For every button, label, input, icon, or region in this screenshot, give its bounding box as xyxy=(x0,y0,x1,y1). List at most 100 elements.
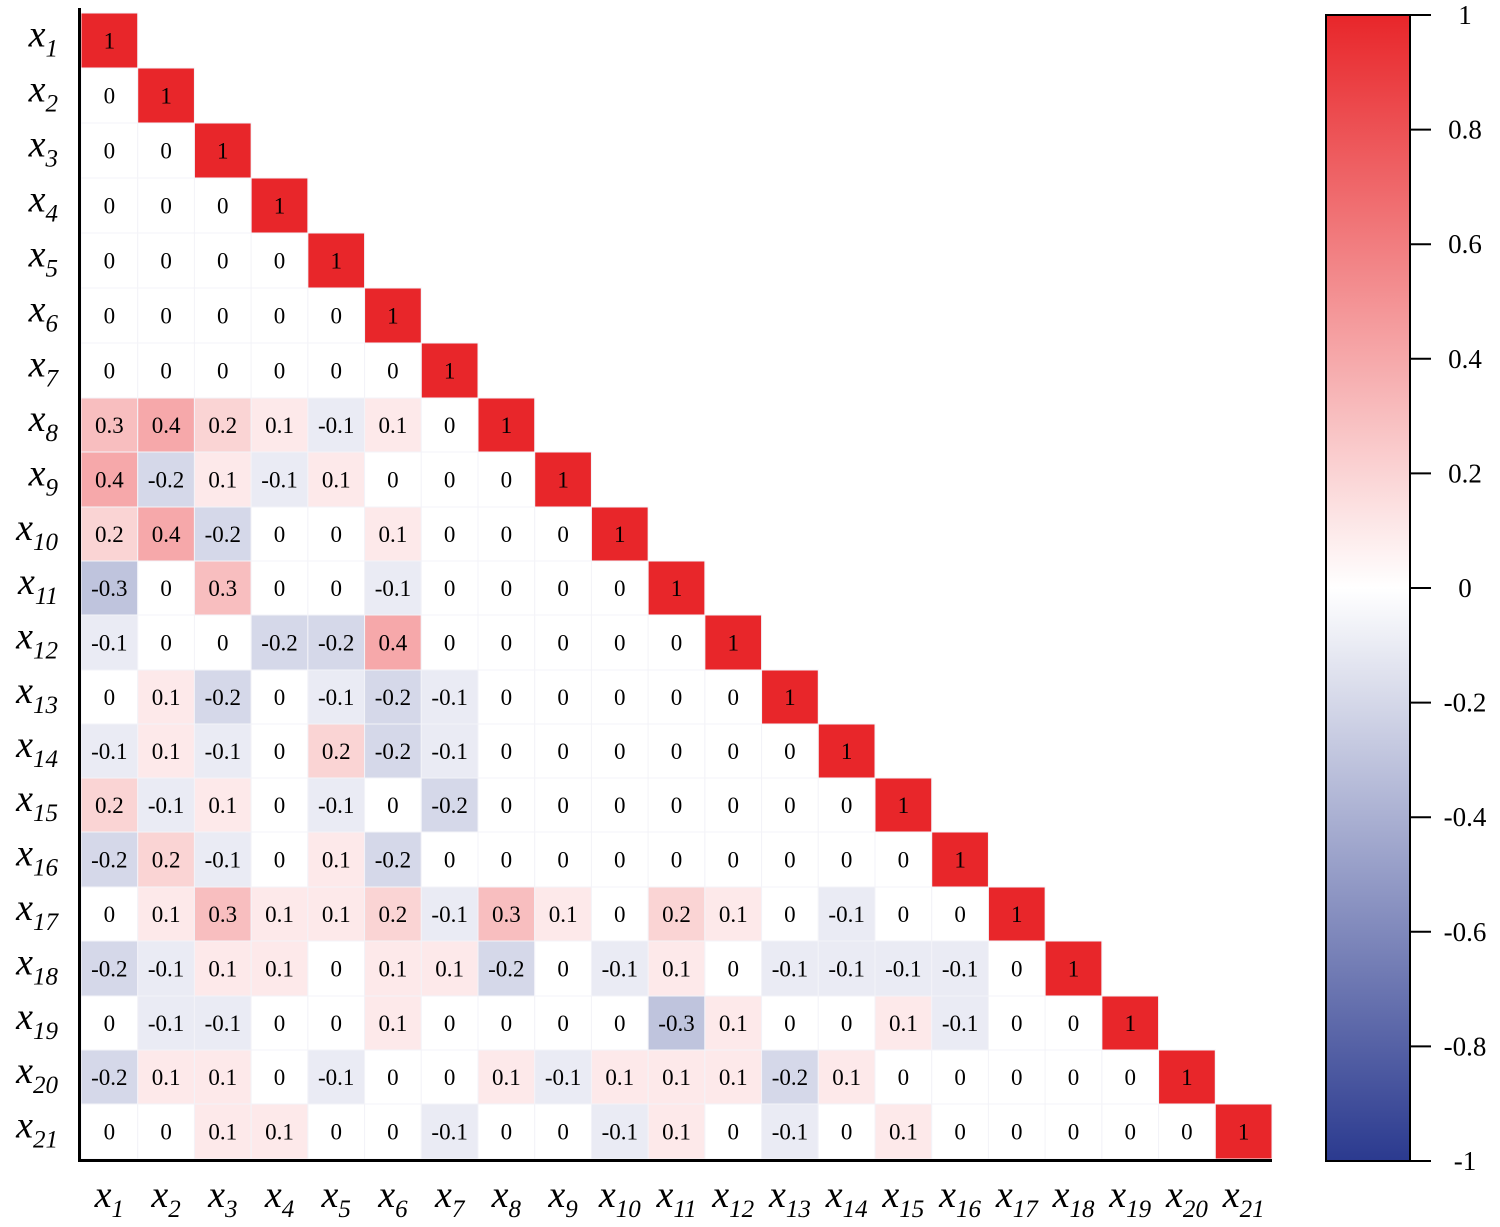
cell-value-label-r19-c4: 0 xyxy=(274,1011,286,1036)
x-tick-label-5-base: x xyxy=(321,1174,339,1216)
heatmap-cell-r16-c12 xyxy=(704,831,763,888)
y-tick-label-11: x11 xyxy=(17,561,58,610)
x-tick-label-13: x13 xyxy=(768,1174,811,1223)
heatmap-cell-r18-c4 xyxy=(250,940,309,997)
heatmap-cell-r10-c2 xyxy=(137,506,195,562)
cell-value-label-r19-c1: 0 xyxy=(104,1011,116,1036)
cell-value-label-r11-c9: 0 xyxy=(557,576,569,601)
y-tick-label-3-subscript: 3 xyxy=(45,146,59,173)
heatmap-cell-r6-c6 xyxy=(364,287,422,344)
heatmap-cell-r21-c13 xyxy=(761,1103,819,1160)
cell-value-label-r14-c10: 0 xyxy=(614,739,626,764)
cell-value-label-r9-c3: 0.1 xyxy=(208,468,237,493)
y-tick-label-11-base: x xyxy=(17,561,35,603)
heatmap-cell-r7-c2 xyxy=(137,342,195,399)
cell-value-label-r16-c8: 0 xyxy=(501,848,513,873)
x-tick-label-6: x6 xyxy=(377,1174,408,1223)
cell-value-label-r7-c4: 0 xyxy=(274,359,286,384)
heatmap-cell-r20-c9 xyxy=(534,1049,592,1105)
cell-value-label-r21-c3: 0.1 xyxy=(208,1120,237,1145)
cell-value-label-r21-c21: 1 xyxy=(1238,1120,1250,1145)
heatmap-cell-r14-c12 xyxy=(704,723,763,779)
cell-value-label-r15-c13: 0 xyxy=(784,793,796,818)
heatmap-cell-r16-c9 xyxy=(534,831,592,888)
x-tick-label-10: x10 xyxy=(598,1174,641,1223)
heatmap-cell-r19-c11 xyxy=(647,995,706,1051)
x-tick-label-10-base: x xyxy=(598,1174,616,1216)
cell-value-label-r12-c11: 0 xyxy=(671,631,683,656)
cell-value-label-r15-c4: 0 xyxy=(274,793,286,818)
heatmap-cell-r15-c2 xyxy=(137,777,195,833)
x-tick-label-14: x14 xyxy=(825,1174,868,1223)
x-tick-label-2-base: x xyxy=(150,1174,168,1216)
y-tick-label-12-base: x xyxy=(15,616,33,658)
x-tick-label-18-base: x xyxy=(1052,1174,1070,1216)
cell-value-label-r12-c4: -0.2 xyxy=(261,631,297,656)
cell-value-label-r11-c10: 0 xyxy=(614,576,626,601)
heatmap-cell-r5-c2 xyxy=(137,232,195,289)
cell-value-label-r10-c3: -0.2 xyxy=(205,522,241,547)
cell-value-label-r6-c3: 0 xyxy=(217,304,229,329)
y-tick-label-1: x1 xyxy=(28,14,58,63)
cell-value-label-r8-c8: 1 xyxy=(501,413,513,438)
heatmap-cell-r4-c4 xyxy=(250,177,309,234)
x-tick-label-8-subscript: 8 xyxy=(509,1196,522,1223)
y-tick-label-20: x20 xyxy=(15,1050,58,1099)
cell-value-label-r8-c4: 0.1 xyxy=(265,413,294,438)
x-tick-label-7: x7 xyxy=(434,1174,466,1223)
heatmap-cell-r16-c7 xyxy=(420,831,479,888)
y-tick-label-10-subscript: 10 xyxy=(33,529,59,556)
colorbar-tick-label-9: -0.6 xyxy=(1444,917,1487,947)
cell-value-label-r13-c4: 0 xyxy=(274,685,286,710)
heatmap-cell-r20-c18 xyxy=(1044,1049,1103,1105)
cell-value-label-r21-c15: 0.1 xyxy=(889,1120,918,1145)
y-tick-label-5: x5 xyxy=(28,234,58,283)
cell-value-label-r9-c2: -0.2 xyxy=(148,468,184,493)
colorbar-tick-label-11: -1 xyxy=(1454,1146,1477,1176)
cell-value-label-r15-c14: 0 xyxy=(841,793,853,818)
cell-value-label-r14-c3: -0.1 xyxy=(205,739,241,764)
heatmap-cell-r19-c8 xyxy=(477,995,536,1051)
heatmap-cell-r13-c10 xyxy=(590,669,649,725)
cell-value-label-r19-c14: 0 xyxy=(841,1011,853,1036)
y-tick-label-7-base: x xyxy=(28,344,46,386)
cell-value-label-r15-c11: 0 xyxy=(671,793,683,818)
cell-value-label-r16-c11: 0 xyxy=(671,848,683,873)
cell-value-label-r18-c2: -0.1 xyxy=(148,957,184,982)
heatmap-cell-r15-c13 xyxy=(761,777,819,833)
x-tick-label-3-base: x xyxy=(207,1174,225,1216)
x-tick-label-1-base: x xyxy=(94,1174,112,1216)
cell-value-label-r21-c4: 0.1 xyxy=(265,1120,294,1145)
cell-value-label-r19-c12: 0.1 xyxy=(719,1011,748,1036)
cell-value-label-r6-c1: 0 xyxy=(104,304,116,329)
heatmap-cell-r9-c9 xyxy=(534,451,592,508)
cell-value-label-r6-c6: 1 xyxy=(387,304,399,329)
cell-value-label-r16-c1: -0.2 xyxy=(91,848,127,873)
y-tick-label-6-subscript: 6 xyxy=(46,311,59,338)
cell-value-label-r18-c13: -0.1 xyxy=(772,957,808,982)
heatmap-cell-r10-c6 xyxy=(364,506,422,562)
heatmap-cell-r19-c7 xyxy=(420,995,479,1051)
heatmap-cell-r15-c11 xyxy=(647,777,706,833)
y-tick-label-9: x9 xyxy=(28,453,59,502)
x-tick-label-13-base: x xyxy=(768,1174,786,1216)
cell-value-label-r19-c6: 0.1 xyxy=(379,1011,408,1036)
cell-value-label-r11-c3: 0.3 xyxy=(208,576,237,601)
cell-value-label-r12-c7: 0 xyxy=(444,631,456,656)
cell-value-label-r12-c1: -0.1 xyxy=(91,631,127,656)
cell-value-label-r20-c4: 0 xyxy=(274,1065,286,1090)
cell-value-label-r11-c4: 0 xyxy=(274,576,286,601)
heatmap-cell-r19-c17 xyxy=(987,995,1046,1051)
cell-value-label-r10-c9: 0 xyxy=(557,522,569,547)
heatmap-cell-r21-c20 xyxy=(1158,1103,1216,1160)
heatmap-cell-r16-c3 xyxy=(193,831,252,888)
heatmap-cell-r17-c12 xyxy=(704,886,763,942)
cell-value-label-r8-c7: 0 xyxy=(444,413,456,438)
heatmap-cell-r7-c4 xyxy=(250,342,309,399)
x-tick-label-6-base: x xyxy=(377,1174,395,1216)
heatmap-cell-r14-c4 xyxy=(250,723,309,779)
heatmap-cell-r11-c11 xyxy=(647,560,706,616)
cell-value-label-r17-c5: 0.1 xyxy=(322,902,351,927)
heatmap-cell-r18-c9 xyxy=(534,940,592,997)
colorbar-tick-label-1: 1 xyxy=(1458,0,1472,30)
